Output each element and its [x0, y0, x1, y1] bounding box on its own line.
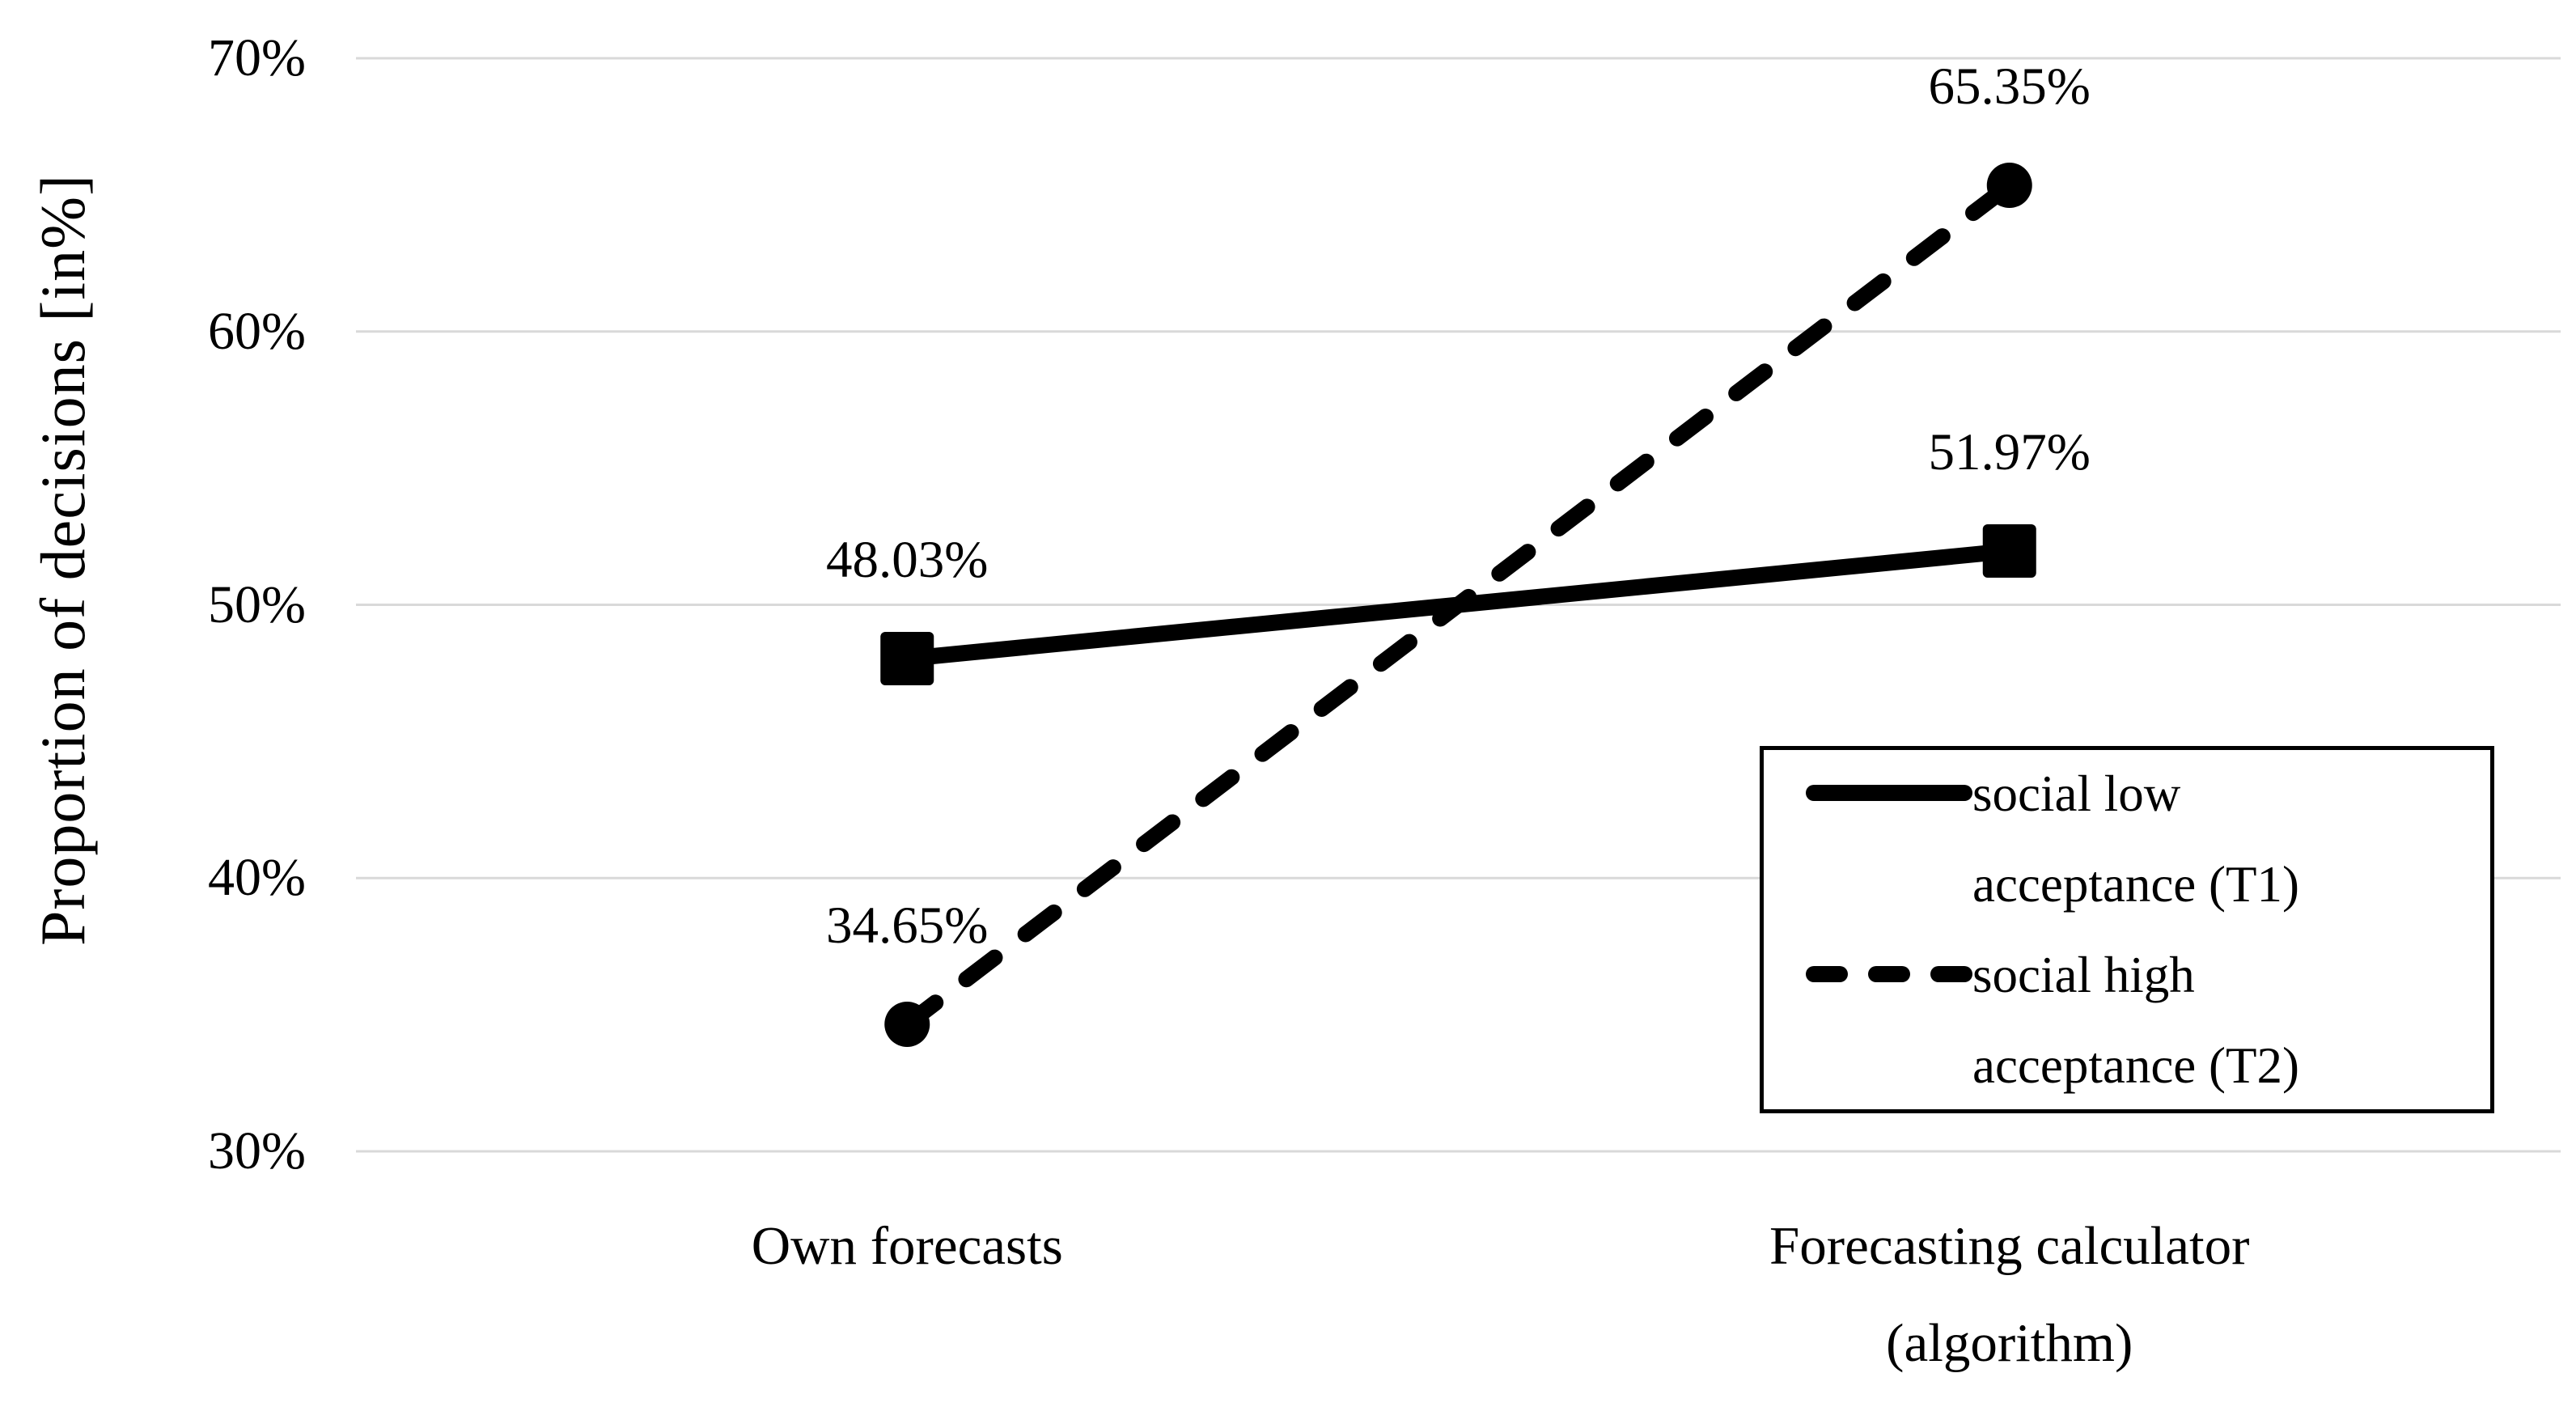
- dashed-line-sample-icon: [1806, 966, 1972, 982]
- y-tick-label-70: 70%: [208, 28, 306, 87]
- legend-label-line: acceptance (T1): [1972, 856, 2299, 913]
- series-line-social-high-acceptance-t2: [899, 177, 2018, 1032]
- legend-label: social high acceptance (T2): [1972, 930, 2299, 1111]
- legend-label-line: social low: [1972, 765, 2181, 822]
- legend-entry-social-low-acceptance-t1: social low acceptance (T1): [1806, 748, 2490, 930]
- marker-square-social-low-acceptance-t1-1: [1982, 523, 2036, 578]
- dash-segment: [1806, 966, 1848, 982]
- solid-line-sample-icon: [1806, 785, 1972, 801]
- x-category-label-own-forecasts: Own forecasts: [341, 1197, 1473, 1295]
- x-category-label-line: Forecasting calculator: [1769, 1216, 2250, 1276]
- data-label-social-low-acceptance-t1-1: 51.97%: [1928, 422, 2091, 481]
- x-category-label-line: Own forecasts: [751, 1216, 1063, 1276]
- legend: social low acceptance (T1) social high acce…: [1760, 746, 2494, 1113]
- dash-segment: [1868, 966, 1910, 982]
- y-tick-label-30: 30%: [208, 1121, 306, 1180]
- x-category-label-line: (algorithm): [1886, 1313, 2133, 1373]
- legend-label: social low acceptance (T1): [1972, 748, 2299, 930]
- marker-circle-social-high-acceptance-t2-0: [884, 1001, 930, 1047]
- data-label-social-high-acceptance-t2-0: 34.65%: [826, 896, 989, 955]
- y-axis-title: Proportion of decisions [in%]: [28, 173, 98, 947]
- legend-entry-social-high-acceptance-t2: social high acceptance (T2): [1806, 930, 2490, 1111]
- x-category-label-forecasting-calculator-algorithm: Forecasting calculator (algorithm): [1443, 1197, 2576, 1392]
- y-tick-label-50: 50%: [208, 574, 306, 634]
- y-tick-label-60: 60%: [208, 301, 306, 361]
- legend-label-line: social high: [1972, 947, 2195, 1003]
- legend-label-line: acceptance (T2): [1972, 1037, 2299, 1094]
- data-label-social-low-acceptance-t1-0: 48.03%: [826, 531, 989, 590]
- marker-circle-social-high-acceptance-t2-1: [1986, 163, 2032, 209]
- dash-segment: [1930, 966, 1972, 982]
- marker-square-social-low-acceptance-t1-0: [880, 632, 934, 686]
- data-label-social-high-acceptance-t2-1: 65.35%: [1928, 57, 2091, 117]
- y-tick-label-40: 40%: [208, 848, 306, 908]
